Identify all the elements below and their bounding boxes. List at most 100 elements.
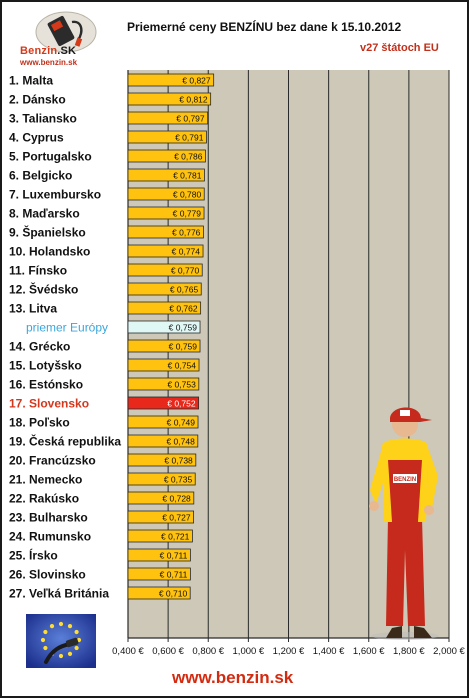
logo-name: Benzin.SK — [20, 45, 77, 57]
bar-value-label: € 0,776 — [172, 228, 201, 238]
category-label: 26. Slovinsko — [9, 568, 86, 582]
category-label: 2. Dánsko — [9, 93, 66, 107]
bar — [127, 396, 200, 410]
bar-value-label: € 0,738 — [164, 456, 193, 466]
logo-url: www.benzin.sk — [20, 58, 78, 67]
x-tick-label: 1,200 € — [273, 646, 305, 657]
bar-value-label: € 0,711 — [160, 570, 188, 580]
bar-value-label: € 0,781 — [173, 171, 202, 181]
bar — [127, 149, 206, 163]
eu-star — [49, 624, 55, 629]
category-label: 13. Litva — [9, 302, 57, 316]
bar — [127, 92, 212, 106]
bar-value-label: € 0,727 — [162, 513, 191, 523]
x-tick-label: 1,800 € — [393, 646, 425, 657]
bar-value-label: € 0,791 — [175, 133, 204, 143]
category-label: 5. Portugalsko — [9, 150, 92, 164]
x-tick-label: 0,600 € — [152, 646, 184, 657]
category-label: 6. Belgicko — [9, 169, 72, 183]
category-label: 12. Švédsko — [9, 282, 78, 297]
category-label: 20. Francúzsko — [9, 454, 96, 468]
bar — [127, 415, 199, 429]
bar — [127, 453, 197, 467]
eu-star — [74, 629, 79, 635]
category-label: 27. Veľká Británia — [9, 587, 109, 601]
bar — [127, 320, 201, 334]
category-label: 23. Bulharsko — [9, 511, 88, 525]
eu-star — [67, 651, 73, 656]
category-label: 4. Cyprus — [9, 131, 64, 145]
bar-value-label: € 0,770 — [171, 266, 200, 276]
category-label: 18. Poľsko — [9, 416, 70, 430]
bar — [127, 225, 204, 239]
bar — [127, 168, 205, 182]
bar-value-label: € 0,735 — [164, 475, 193, 485]
x-tick-label: 1,000 € — [233, 646, 265, 657]
bar-value-label: € 0,797 — [176, 114, 205, 124]
bar — [127, 491, 195, 505]
category-label: 17. Slovensko — [9, 397, 89, 411]
bar-value-label: € 0,754 — [168, 361, 197, 371]
bar-value-label: € 0,753 — [167, 380, 196, 390]
category-label: 10. Holandsko — [9, 245, 90, 259]
category-label: 22. Rakúsko — [9, 492, 79, 506]
gas-station-attendant-mascot: BENZIN — [369, 407, 439, 640]
bar-value-label: € 0,765 — [170, 285, 199, 295]
bar-value-label: € 0,711 — [160, 551, 188, 561]
category-label: 3. Taliansko — [9, 112, 77, 126]
eu-flag-fuel-nozzle-icon — [26, 614, 96, 668]
bar-value-label: € 0,721 — [161, 532, 190, 542]
bar-value-label: € 0,728 — [162, 494, 191, 504]
bar — [127, 339, 201, 353]
category-label: 9. Španielsko — [9, 225, 86, 240]
bar — [127, 73, 215, 87]
bar-value-label: € 0,748 — [166, 437, 195, 447]
bar-value-label: € 0,759 — [169, 323, 198, 333]
category-label: 25. Írsko — [9, 548, 58, 563]
bar — [127, 529, 193, 543]
fuel-pump-logo-icon — [35, 11, 97, 53]
eu-star — [58, 653, 64, 659]
bar-value-label: € 0,710 — [159, 589, 188, 599]
category-label: 14. Grécko — [9, 340, 70, 354]
category-label: 15. Lotyšsko — [9, 359, 82, 373]
bar — [127, 434, 199, 448]
eu-star — [40, 637, 46, 643]
category-label: 19. Česká republika — [9, 434, 121, 449]
bar — [127, 301, 202, 315]
bar — [127, 282, 202, 296]
x-tick-label: 1,600 € — [353, 646, 385, 657]
category-label: 11. Fínsko — [9, 264, 67, 278]
category-label: 24. Rumunsko — [9, 530, 91, 544]
bar-value-label: € 0,749 — [167, 418, 196, 428]
bar — [127, 244, 204, 258]
x-tick-label: 1,400 € — [313, 646, 345, 657]
bar — [127, 510, 195, 524]
bar-value-label: € 0,827 — [182, 76, 211, 86]
svg-text:BENZIN: BENZIN — [394, 477, 416, 483]
bar — [127, 263, 203, 277]
bar-value-label: € 0,752 — [167, 399, 196, 409]
x-tick-label: 2,000 € — [433, 646, 465, 657]
footer-url: www.benzin.sk — [172, 668, 294, 687]
bar — [127, 586, 191, 600]
eu-star — [43, 645, 48, 651]
category-label: priemer Európy — [26, 321, 108, 335]
eu-star — [74, 645, 79, 651]
bar-value-label: € 0,812 — [179, 95, 208, 105]
x-tick-label: 0,800 € — [192, 646, 224, 657]
chart-subtitle: v27 štátoch EU — [360, 42, 439, 54]
bar — [127, 377, 200, 391]
bar-value-label: € 0,762 — [169, 304, 198, 314]
bar-value-label: € 0,774 — [172, 247, 201, 257]
eu-star — [43, 629, 48, 635]
bar — [127, 567, 191, 581]
bar — [127, 548, 191, 562]
x-tick-label: 0,400 € — [112, 646, 144, 657]
bar — [127, 111, 209, 125]
bar — [127, 358, 200, 372]
eu-star — [58, 621, 64, 627]
bar-value-label: € 0,759 — [169, 342, 198, 352]
